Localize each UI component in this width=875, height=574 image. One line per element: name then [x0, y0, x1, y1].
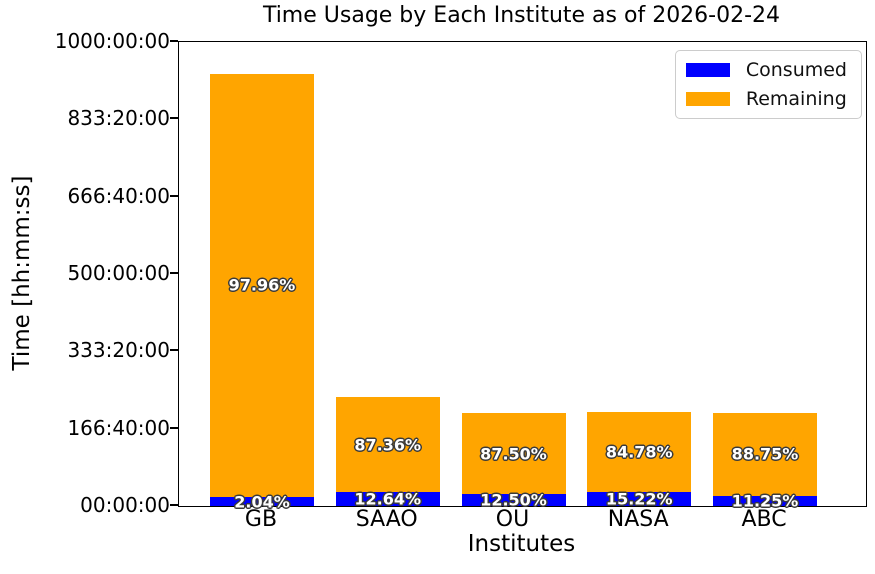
consumed-percent-label: 12.50%	[480, 490, 547, 510]
remaining-percent-label: 87.50%	[480, 444, 547, 464]
bar-consumed-segment	[209, 497, 314, 506]
legend-entry-consumed: Consumed	[685, 59, 847, 81]
y-tick-label: 666:40:00	[67, 183, 170, 208]
y-tick-mark	[170, 272, 178, 274]
y-tick-label: 1000:00:00	[54, 29, 170, 53]
bar-remaining-segment	[335, 397, 440, 493]
bar-consumed-segment	[587, 491, 692, 506]
x-tick-label: ABC	[741, 507, 787, 532]
x-tick-label: GB	[244, 507, 278, 532]
x-tick-label: NASA	[607, 507, 669, 532]
bar-abc: 11.25% 88.75%	[713, 413, 817, 510]
consumed-percent-label: 11.25%	[731, 491, 799, 511]
y-tick-mark	[170, 40, 178, 42]
consumed-percent-label: 15.22%	[605, 489, 673, 509]
y-tick-mark	[170, 349, 178, 352]
legend-label-consumed: Consumed	[745, 59, 847, 81]
remaining-percent-label: 88.75%	[731, 444, 799, 464]
y-tick-label: 333:20:00	[67, 338, 170, 363]
bar-ou: 12.50% 87.50%	[461, 413, 566, 510]
bar-remaining-segment	[209, 73, 314, 498]
legend-entry-remaining: Remaining	[685, 88, 847, 110]
legend-label-remaining: Remaining	[745, 88, 847, 110]
remaining-percent-label: 87.36%	[354, 435, 422, 455]
y-tick-label: 00:00:00	[80, 493, 170, 517]
y-tick-mark	[170, 194, 178, 197]
bar-remaining-segment	[713, 413, 817, 496]
bar-consumed-segment	[461, 494, 566, 506]
x-axis-label: Institutes	[467, 531, 576, 557]
bar-saao: 12.64% 87.36%	[335, 397, 440, 509]
y-tick-mark	[170, 504, 178, 506]
plot-area: Consumed Remaining 2.04% 97.96% 12.64% 87.3…	[178, 41, 867, 511]
bar-nasa: 15.22% 84.78%	[587, 412, 692, 509]
x-tick-label: SAAO	[355, 507, 418, 532]
bar-remaining-segment	[461, 413, 566, 495]
remaining-percent-label: 84.78%	[605, 442, 673, 462]
remaining-swatch-icon	[685, 92, 730, 106]
bar-consumed-segment	[335, 492, 440, 506]
remaining-percent-label: 97.96%	[228, 275, 296, 295]
bar-remaining-segment	[587, 412, 692, 492]
legend: Consumed Remaining	[674, 50, 862, 119]
y-tick-mark	[170, 426, 178, 429]
y-tick-label: 500:00:00	[67, 261, 170, 285]
consumed-swatch-icon	[685, 63, 730, 77]
chart-title: Time Usage by Each Institute as of 2026-…	[262, 3, 781, 28]
bar-gb: 2.04% 97.96%	[209, 73, 314, 511]
bar-consumed-segment	[713, 495, 817, 506]
y-tick-mark	[170, 117, 178, 120]
y-tick-label: 166:40:00	[67, 415, 170, 440]
consumed-percent-label: 2.04%	[234, 492, 290, 512]
consumed-percent-label: 12.64%	[354, 489, 422, 509]
y-tick-label: 833:20:00	[67, 106, 170, 131]
x-tick-label: OU	[495, 507, 530, 532]
